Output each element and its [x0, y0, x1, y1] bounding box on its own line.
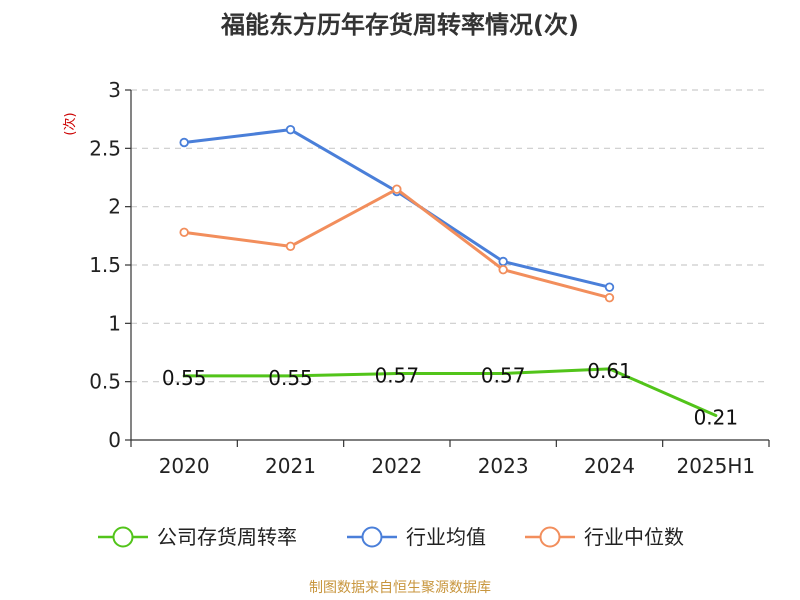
data-label: 0.57 — [375, 364, 420, 388]
y-tick-label: 1 — [108, 311, 121, 335]
data-label: 0.55 — [162, 366, 207, 390]
y-tick-label: 3 — [108, 78, 121, 102]
legend-label: 行业中位数 — [584, 525, 684, 549]
axes: 0 0.5 1 1.5 2 2.5 3 2020 2021 2022 2023 2024 2025H1 — [89, 78, 770, 478]
data-label: 0.55 — [268, 366, 313, 390]
data-label: 0.21 — [694, 406, 739, 430]
series-point — [179, 137, 189, 148]
x-tick-label: 2022 — [371, 454, 422, 478]
legend-label: 公司存货周转率 — [157, 525, 297, 549]
legend-swatch-marker — [112, 526, 134, 548]
y-tick-label: 2 — [108, 195, 121, 219]
legend-swatch-marker — [539, 526, 561, 548]
series-point — [604, 292, 615, 303]
series-layer: 0.55 0.55 0.57 0.57 0.61 0.21 — [162, 124, 739, 430]
source-note: 制图数据来自恒生聚源数据库 — [309, 580, 491, 596]
y-tick-label: 2.5 — [89, 136, 121, 160]
series-point — [604, 282, 615, 292]
series-line — [182, 367, 718, 417]
series-point — [498, 264, 508, 275]
legend-label: 行业均值 — [406, 525, 486, 549]
series-line — [182, 128, 611, 289]
legend-swatch-marker — [361, 526, 383, 548]
y-tick-label: 0.5 — [89, 370, 121, 394]
x-tick-label: 2020 — [159, 454, 210, 478]
y-axis-label: (次) — [62, 112, 78, 135]
y-tick-label: 1.5 — [89, 253, 121, 277]
chart-title: 福能东方历年存货周转率情况(次) — [220, 11, 579, 39]
series-point — [179, 227, 189, 238]
series-point — [285, 241, 296, 252]
data-label: 0.61 — [587, 359, 632, 383]
x-tick-label: 2024 — [584, 454, 635, 478]
series-line — [182, 187, 611, 300]
x-tick-label: 2023 — [478, 454, 529, 478]
series-point — [392, 184, 402, 194]
gridlines — [131, 89, 769, 383]
y-tick-label: 0 — [108, 428, 121, 452]
x-tick-label: 2025H1 — [676, 454, 755, 478]
data-label: 0.57 — [481, 364, 526, 388]
legend: 公司存货周转率 行业均值 行业中位数 — [98, 525, 684, 549]
series-point — [498, 256, 508, 267]
x-tick-label: 2021 — [265, 454, 316, 478]
series-point — [285, 124, 296, 135]
